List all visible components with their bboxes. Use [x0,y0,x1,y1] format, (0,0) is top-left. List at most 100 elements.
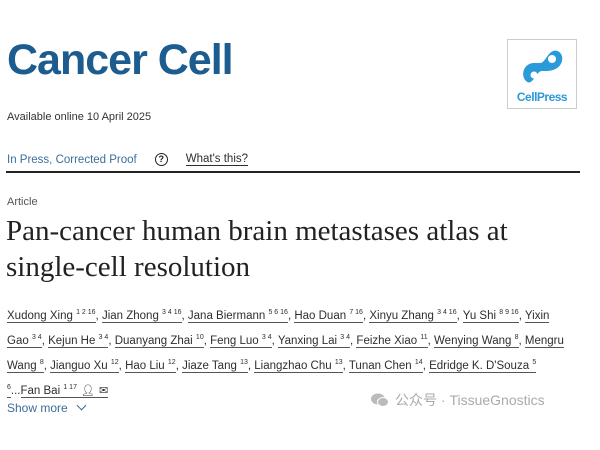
author-separator: , [422,360,430,372]
watermark: 公众号 · TissueGnostics [371,390,545,410]
author-affiliation: 13 [240,359,248,366]
author-separator: , [271,335,278,347]
author-separator: , [350,335,357,347]
watermark-text: 公众号 · TissueGnostics [395,392,545,408]
author-name: Jiaze Tang [182,360,237,372]
cellpress-logo-icon [523,50,563,83]
author-name: Tunan Chen [348,360,412,372]
author-name: Yu Shi [462,310,497,322]
author-link[interactable]: Feng Luo 3 4 [210,334,272,348]
author-name: Hao Duan [294,310,347,322]
author-affiliation: 5 6 16 [268,309,288,316]
author-name: Liangzhao Chu [254,360,332,372]
person-icon[interactable]: 👤︎ [80,385,95,397]
author-link[interactable]: Liangzhao Chu 13 [254,359,343,373]
author-affiliation: 13 [334,359,343,366]
author-separator: ... [10,385,21,397]
chevron-down-icon [76,400,87,411]
author-affiliation: 3 4 [261,334,272,341]
author-affiliation: 8 [39,359,44,366]
author-link[interactable]: Feizhe Xiao 11 [356,334,428,348]
author-link[interactable]: Kejun He 3 4 [48,334,109,348]
author-link[interactable]: Mengru Wang 8 [7,335,564,373]
author-affiliation: 12 [167,359,176,366]
author-separator: , [203,335,211,347]
author-separator: , [95,310,102,322]
author-affiliation: 3 4 16 [437,309,457,316]
available-online-date: Available online 10 April 2025 [7,111,152,123]
author-link[interactable]: Jana Biermann 5 6 16 [187,309,288,323]
author-link[interactable]: Hao Liu 12 [125,359,176,373]
author-name: Hao Liu [125,360,165,372]
author-affiliation: 12 [110,359,119,366]
show-more-label: Show more [7,401,68,415]
author-name: Xudong Xing [7,310,73,322]
author-link[interactable]: Edridge K. D'Souza 5 6 [7,359,537,398]
author-name: Kejun He [48,335,96,347]
cellpress-logo-text: CellPress [516,90,568,104]
author-link[interactable]: Wenying Wang 8 [434,334,519,348]
author-link[interactable]: Yixin Gao 3 4 [7,310,550,348]
author-name: Fan Bai [20,385,61,397]
author-affiliation: 1 2 16 [76,309,96,316]
divider [6,171,580,173]
author-name: Jianguo Xu [50,360,108,372]
author-name: Jian Zhong [101,310,159,322]
author-name: Jana Biermann [187,310,266,322]
author-affiliation: 8 [514,334,519,341]
author-name: Duanyang Zhai [114,335,193,347]
author-affiliation: 11 [420,334,428,341]
envelope-icon[interactable]: ✉ [98,385,109,397]
article-type: Article [7,196,38,208]
author-link[interactable]: Yu Shi 8 9 16 [462,309,519,323]
author-link[interactable]: Hao Duan 7 16 [294,309,363,323]
author-affiliation: 3 4 [31,334,42,341]
article-title: Pan-cancer human brain metastases atlas … [6,215,508,283]
author-separator: , [43,360,51,372]
author-separator: , [518,335,525,347]
author-name: Feizhe Xiao [356,335,418,347]
author-separator: , [362,310,370,322]
journal-title[interactable]: Cancer Cell [7,36,234,84]
author-separator: , [518,310,525,322]
author-affiliation: 14 [414,359,423,366]
author-affiliation: 3 4 16 [162,309,182,316]
question-circle-icon[interactable]: ? [154,153,168,166]
author-affiliation: 5 6 [7,359,537,391]
author-separator: , [427,335,435,347]
author-link[interactable]: Duanyang Zhai 10 [114,334,204,348]
author-separator: , [41,335,49,347]
cellpress-logo[interactable]: CellPress [507,39,577,109]
author-separator: , [175,360,183,372]
author-link[interactable]: Jianguo Xu 12 [50,359,119,373]
author-name: Mengru Wang [7,335,564,372]
author-name: Feng Luo [210,335,259,347]
author-separator: , [247,360,255,372]
author-name: Edridge K. D'Souza [429,360,530,372]
author-link[interactable]: Xudong Xing 1 2 16 [7,309,96,323]
author-name: Yixin Gao [7,310,550,347]
author-separator: , [108,335,115,347]
status-label: In Press, Corrected Proof [7,153,137,166]
author-name: Xinyu Zhang [369,310,434,322]
author-link[interactable]: Xinyu Zhang 3 4 16 [369,309,457,323]
author-link[interactable]: Jian Zhong 3 4 16 [101,309,182,323]
show-more-button[interactable]: Show more [7,400,87,415]
author-separator: , [342,360,349,372]
wechat-icon [371,393,389,407]
author-link[interactable]: Jiaze Tang 13 [182,359,248,373]
article-status: In Press, Corrected Proof ? What's this? [7,153,249,166]
author-separator: , [181,310,188,322]
author-affiliation: 1 17 [63,384,77,391]
author-affiliation: 3 4 [98,334,109,341]
author-link[interactable]: Tunan Chen 14 [348,359,423,373]
author-affiliation: 8 9 16 [499,309,519,316]
author-separator: , [118,360,126,372]
whats-this-link[interactable]: What's this? [185,153,249,166]
author-affiliation: 3 4 [340,334,351,341]
author-link[interactable]: Fan Bai 1 17 👤︎ ✉ [20,384,109,398]
author-list: Xudong Xing 1 2 16, Jian Zhong 3 4 16, J… [7,302,567,402]
author-name: Wenying Wang [434,335,512,347]
author-separator: , [287,310,295,322]
author-link[interactable]: Yanxing Lai 3 4 [277,334,351,348]
